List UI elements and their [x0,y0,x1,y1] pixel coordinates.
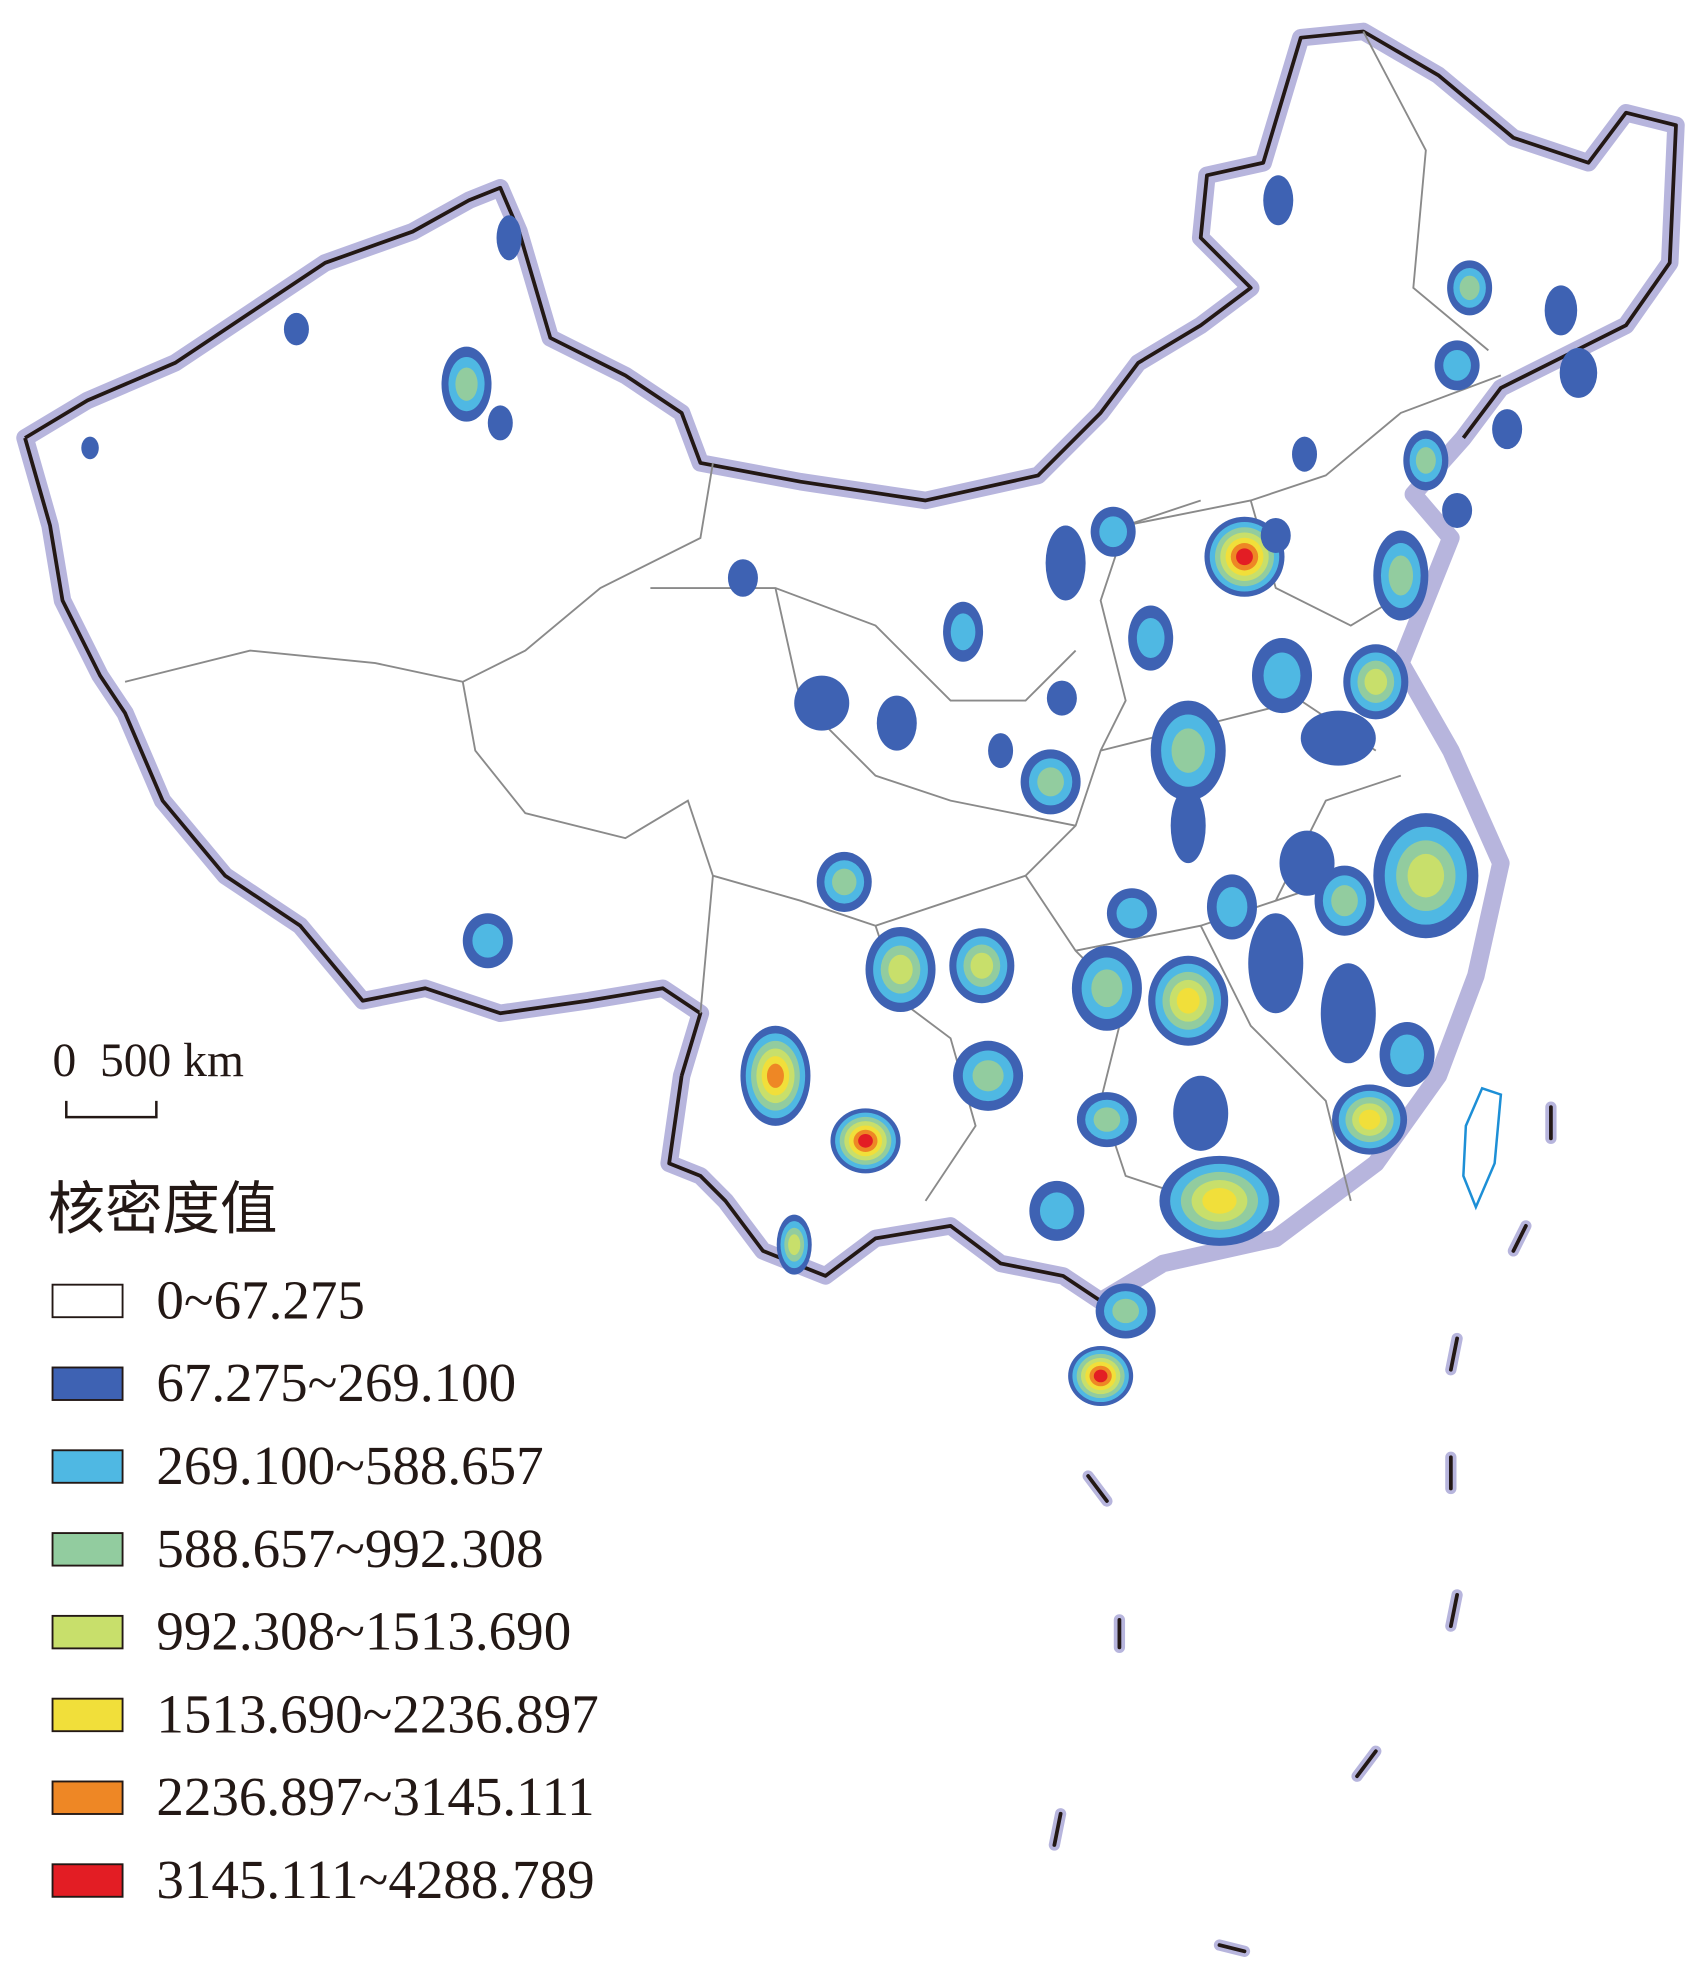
density-contour [1202,1188,1237,1214]
density-contour [888,954,913,985]
legend-label: 992.308~1513.690 [156,1601,571,1662]
legend-swatch [51,1863,124,1898]
density-contour [1443,349,1471,381]
density-contour [1300,710,1376,766]
density-contour [972,1060,1004,1092]
country-outline [16,22,1685,1310]
density-contour [1039,1192,1074,1230]
density-contour [832,868,857,896]
density-contour [1459,275,1480,301]
legend-label: 67.275~269.100 [156,1352,516,1413]
density-contour [1093,1369,1108,1383]
density-contour [1091,969,1123,1008]
legend-label: 0~67.275 [156,1269,365,1330]
scale-line [65,1100,158,1119]
density-surface [81,175,1598,1406]
density-contour [487,405,513,441]
density-contour [496,215,522,261]
density-contour [1492,409,1523,450]
legend-swatch [51,1366,124,1401]
density-contour [1263,175,1294,226]
legend-swatch [51,1697,124,1733]
density-contour [788,1234,801,1256]
density-contour [1292,436,1318,472]
legend-title: 核密度值 [48,1175,278,1242]
legend-swatch [51,1532,124,1567]
density-contour [1248,913,1304,1014]
legend-label: 269.100~588.657 [156,1435,543,1496]
density-contour [1099,516,1128,548]
density-contour [1171,728,1205,773]
legend-swatch [51,1614,124,1650]
density-contour [1173,1075,1229,1151]
density-contour [455,367,478,401]
province-borders [124,31,1502,1202]
nine-dash-line [1048,1101,1557,1957]
density-contour [794,675,850,731]
density-contour [766,1063,784,1088]
legend-label: 1513.690~2236.897 [156,1683,598,1744]
density-contour [283,312,309,346]
density-contour [1263,652,1301,699]
density-contour [81,436,99,460]
density-contour [1093,1107,1121,1132]
density-contour [1236,548,1253,566]
density-contour [1331,885,1358,917]
country-border [23,29,1678,1303]
density-contour [970,952,994,979]
density-contour [1112,1298,1140,1324]
density-contour [1279,830,1335,896]
density-contour [1407,853,1445,898]
density-contour [1559,347,1598,398]
density-contour [1544,285,1578,336]
density-contour [1037,767,1064,797]
density-contour [1216,886,1248,927]
density-contour [1390,1034,1425,1075]
density-contour [988,733,1014,769]
taiwan [1462,1086,1503,1211]
density-contour [1136,618,1165,659]
density-contour [1442,492,1473,528]
density-contour [1116,897,1148,929]
scale-bar: 0 500 km [53,1035,244,1119]
density-contour [472,923,504,958]
legend-swatch [51,1283,124,1319]
density-contour [1320,963,1376,1064]
legend: 核密度值 0~67.275 67.275~269.100 269.100~588.6… [48,1175,599,1910]
legend-label: 2236.897~3145.111 [156,1766,594,1827]
density-contour [1176,987,1200,1014]
legend-swatch [51,1780,124,1815]
density-contour [950,613,976,651]
legend-swatch [51,1449,124,1484]
density-contour [858,1133,873,1148]
density-contour [1388,555,1414,596]
density-contour [1046,680,1077,716]
legend-label: 588.657~992.308 [156,1518,543,1579]
density-contour [1170,788,1206,864]
density-contour [1358,1109,1381,1130]
country-map [16,22,1685,1957]
density-contour [1364,668,1388,695]
legend-label: 3145.111~4288.789 [156,1849,594,1910]
density-contour [1260,517,1291,553]
density-contour [1045,525,1086,601]
density-contour [727,559,758,597]
density-contour [1415,447,1436,474]
scale-label: 0 500 km [53,1035,244,1087]
density-contour [876,695,917,751]
